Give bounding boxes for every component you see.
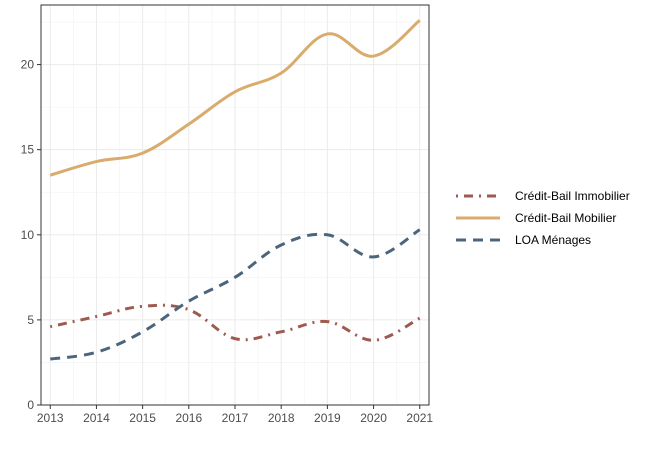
x-tick-label: 2021 bbox=[406, 411, 433, 425]
series-line-2 bbox=[50, 228, 421, 361]
x-tick-label: 2018 bbox=[268, 411, 295, 425]
grid-lines bbox=[41, 5, 429, 406]
legend-label-1: Crédit-Bail Mobilier bbox=[515, 211, 616, 225]
x-tick-label: 2020 bbox=[360, 411, 387, 425]
x-tick-label: 2019 bbox=[314, 411, 341, 425]
y-tick-label: 10 bbox=[21, 228, 35, 242]
x-tick-label: 2015 bbox=[129, 411, 156, 425]
y-tick-label: 15 bbox=[21, 143, 35, 157]
legend-label-2: LOA Ménages bbox=[515, 233, 591, 247]
legend: Crédit-Bail Immobilier Crédit-Bail Mobili… bbox=[456, 189, 630, 247]
series-line-0 bbox=[49, 303, 421, 342]
x-tick-label: 2014 bbox=[83, 411, 110, 425]
legend-label-0: Crédit-Bail Immobilier bbox=[515, 189, 630, 203]
x-tick-label: 2016 bbox=[175, 411, 202, 425]
y-tick-label: 20 bbox=[21, 58, 35, 72]
x-tick-label: 2017 bbox=[222, 411, 249, 425]
series-line-1 bbox=[49, 19, 421, 177]
series-lines bbox=[49, 19, 421, 361]
y-tick-label: 5 bbox=[27, 313, 34, 327]
axes: 0 5 10 15 20 2013 2014 2015 2016 2017 2018 2019 2020… bbox=[21, 58, 434, 425]
y-tick-label: 0 bbox=[27, 398, 34, 412]
x-tick-label: 2013 bbox=[37, 411, 64, 425]
